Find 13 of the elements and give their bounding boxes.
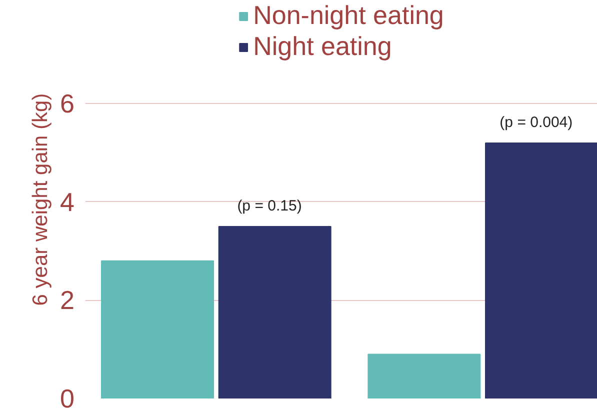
y-tick-label: 6: [60, 88, 75, 119]
legend-label: Night eating: [253, 31, 392, 62]
bar: [485, 142, 597, 398]
bar: [218, 226, 332, 398]
y-tick-label: 0: [60, 384, 75, 412]
annotation: (p = 0.15): [237, 198, 302, 215]
legend-label: Non-night eating: [253, 0, 444, 31]
bar: [101, 260, 214, 398]
y-axis-title: 6 year weight gain (kg): [29, 93, 52, 306]
annotation: (p = 0.004): [500, 114, 573, 131]
y-tick-label: 2: [60, 285, 75, 316]
bar: [368, 354, 481, 398]
y-tick-label: 4: [60, 186, 75, 217]
